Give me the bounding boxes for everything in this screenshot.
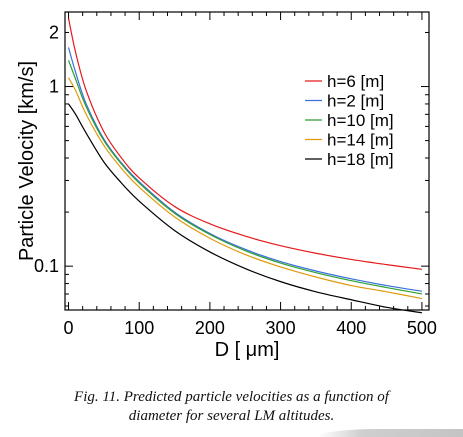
legend-label: h=2 [m] (327, 92, 384, 111)
x-tick-label: 0 (64, 318, 74, 338)
x-tick-label: 200 (195, 318, 225, 338)
series-line-3 (67, 60, 423, 295)
series-line-1 (67, 18, 423, 270)
legend-label: h=14 [m] (327, 131, 394, 150)
figure-caption-line-2: diameter for several LM altitudes. (128, 408, 335, 424)
legend: h=6 [m]h=2 [m]h=10 [m]h=14 [m]h=18 [m] (305, 72, 394, 169)
y-axis-label: Particle Velocity [km/s] (16, 61, 38, 261)
axis-ticks (65, 12, 429, 310)
x-tick-label: 100 (124, 318, 154, 338)
y-tick-label: 1 (49, 77, 59, 97)
x-tick-label: 400 (336, 318, 366, 338)
y-tick-label: 0.1 (34, 256, 59, 276)
legend-label: h=6 [m] (327, 72, 384, 91)
legend-label: h=10 [m] (327, 111, 394, 130)
page-curl-shadow (318, 429, 463, 437)
chart: 0 100 200 300 400 500 2 1 0.1 h=6 [m]h=2 [m]h=10… (16, 11, 437, 361)
x-axis-label: D [ μm] (215, 339, 280, 361)
series-lines (67, 18, 423, 314)
legend-label: h=18 [m] (327, 150, 394, 169)
x-tick-label: 500 (407, 318, 437, 338)
x-tick-label: 300 (266, 318, 296, 338)
tick-labels: 0 100 200 300 400 500 2 1 0.1 (34, 22, 437, 338)
y-tick-label: 2 (49, 22, 59, 42)
plot-frame (64, 11, 430, 311)
figure-caption-line-1: Fig. 11. Predicted particle velocities a… (74, 389, 389, 405)
series-line-2 (67, 47, 423, 292)
series-line-5 (68, 103, 423, 314)
series-line-4 (68, 77, 423, 300)
